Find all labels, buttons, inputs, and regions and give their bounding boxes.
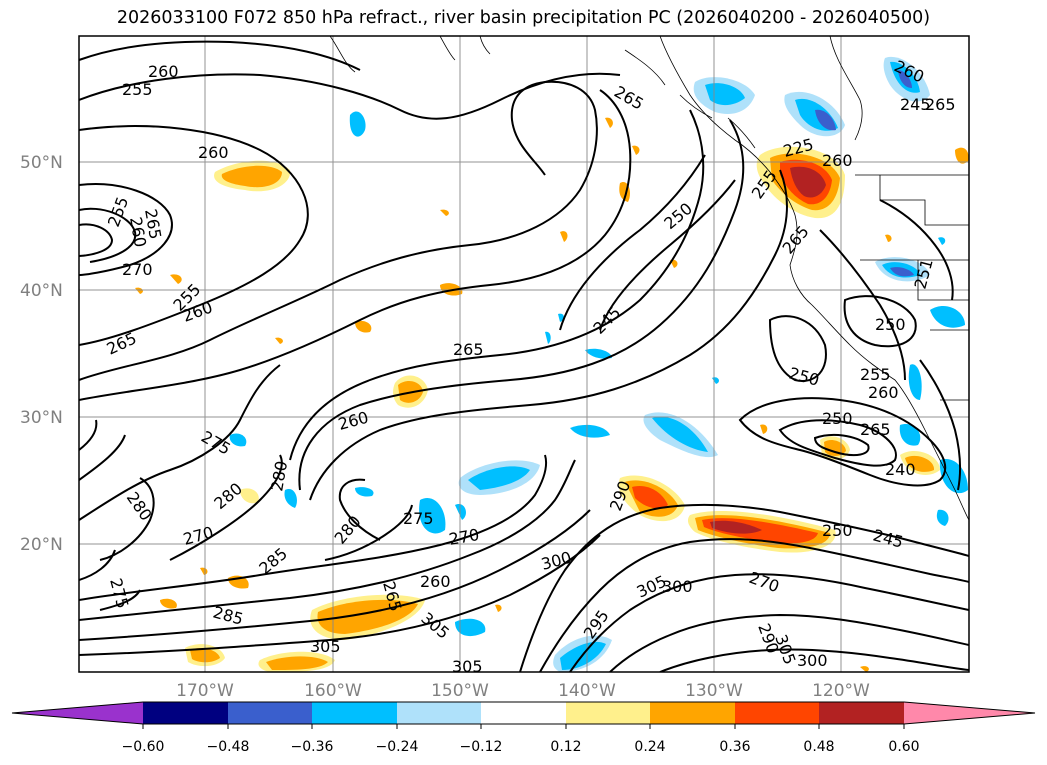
colorbar: −0.60 −0.48 −0.36 −0.24 −0.12 0.12 0.24 … (11, 701, 1036, 755)
contour-label: 250 (875, 315, 906, 334)
contour-label: 300 (662, 577, 693, 596)
colorbar-segment (819, 702, 904, 724)
contour-label: 265 (453, 340, 484, 359)
colorbar-tick-label: −0.12 (460, 739, 503, 755)
colorbar-segment (481, 702, 566, 724)
map-plot-area: 260 255 260 265 260 255 270 255 260 265 … (79, 36, 969, 676)
colorbar-segment (397, 702, 481, 724)
precip-shading (135, 56, 969, 672)
contour-label: 255 (860, 365, 891, 384)
lon-label: 140°W (558, 681, 616, 701)
contour-label: 305 (452, 657, 483, 676)
colorbar-segment (650, 702, 735, 724)
lat-label: 20°N (20, 535, 63, 555)
colorbar-segment (312, 702, 397, 724)
lat-label: 40°N (20, 281, 63, 301)
colorbar-segment (143, 702, 228, 724)
contour-label: 250 (822, 409, 853, 428)
colorbar-ticks (142, 724, 905, 729)
colorbar-tick-label: −0.24 (376, 739, 419, 755)
graticule (79, 36, 969, 672)
contour-label: 260 (868, 383, 899, 402)
contour-label: 270 (122, 260, 153, 279)
colorbar-segment (735, 702, 819, 724)
latitude-labels: 50°N 40°N 30°N 20°N (20, 153, 63, 555)
lon-label: 160°W (304, 681, 362, 701)
contour-label: 265 (860, 420, 891, 439)
contour-label: 260 (822, 151, 853, 170)
contour-label: 260 (198, 143, 229, 162)
map-frame (78, 35, 970, 673)
contour-label: 265 (925, 95, 956, 114)
colorbar-segment (566, 702, 650, 724)
colorbar-tick-label: 0.12 (550, 739, 581, 755)
colorbar-tick-label: −0.36 (291, 739, 334, 755)
contour-label: 240 (885, 460, 916, 479)
colorbar-tick-label: 0.48 (803, 739, 834, 755)
lon-label: 120°W (812, 681, 870, 701)
colorbar-extend-low (12, 702, 143, 724)
chart-title: 2026033100 F072 850 hPa refract., river … (116, 8, 931, 28)
contour-label: 255 (122, 80, 153, 99)
contour-label: 300 (797, 651, 828, 670)
colorbar-tick-label: −0.60 (122, 739, 165, 755)
contour-label: 305 (310, 637, 341, 656)
lon-label: 150°W (431, 681, 489, 701)
contour-label: 275 (403, 509, 434, 528)
lon-label: 170°W (176, 681, 234, 701)
colorbar-tick-label: 0.36 (719, 739, 750, 755)
longitude-labels: 170°W 160°W 150°W 140°W 130°W 120°W (176, 681, 870, 701)
contour-label: 250 (822, 521, 853, 540)
colorbar-tick-label: 0.60 (888, 739, 919, 755)
refractivity-contours (79, 40, 969, 672)
contour-label: 260 (148, 62, 179, 81)
colorbar-segment (228, 702, 312, 724)
contour-label: 260 (420, 572, 451, 591)
lon-label: 130°W (685, 681, 743, 701)
lat-label: 30°N (20, 408, 63, 428)
lat-label: 50°N (20, 153, 63, 173)
colorbar-extend-high (904, 702, 1035, 724)
colorbar-tick-label: −0.48 (207, 739, 250, 755)
contour-label: 245 (900, 95, 931, 114)
colorbar-tick-label: 0.24 (634, 739, 665, 755)
